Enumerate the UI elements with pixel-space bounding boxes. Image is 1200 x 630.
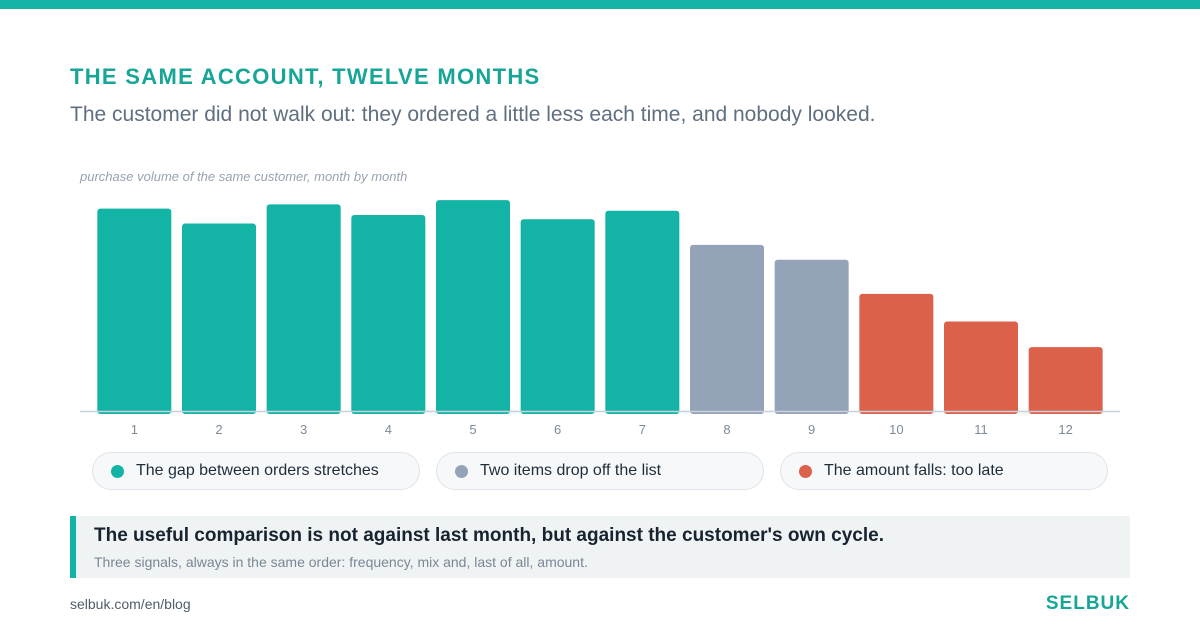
bar-month-4 bbox=[351, 215, 426, 414]
x-tick-label: 4 bbox=[385, 422, 392, 437]
callout-detail: Three signals, always in the same order:… bbox=[94, 554, 588, 570]
x-tick-label: 6 bbox=[554, 422, 561, 437]
x-tick-label: 9 bbox=[808, 422, 815, 437]
x-tick-label: 10 bbox=[889, 422, 903, 437]
legend-dot-frequency bbox=[111, 464, 124, 478]
bar-month-3 bbox=[266, 204, 341, 414]
footer-url[interactable]: selbuk.com/en/blog bbox=[70, 596, 191, 612]
x-tick-label: 1 bbox=[131, 422, 138, 437]
top-accent-bar bbox=[0, 0, 1200, 9]
bar-month-11 bbox=[944, 321, 1018, 414]
callout-headline: The useful comparison is not against las… bbox=[94, 525, 884, 546]
bar-month-12 bbox=[1028, 347, 1103, 414]
page-subtitle: The customer did not walk out: they orde… bbox=[70, 103, 876, 126]
legend-dot-amount bbox=[799, 464, 812, 478]
bar-month-2 bbox=[182, 223, 256, 414]
bar-month-7 bbox=[605, 210, 680, 414]
bar-month-9 bbox=[774, 259, 849, 414]
bar-month-8 bbox=[690, 244, 764, 414]
takeaway-callout: The useful comparison is not against las… bbox=[70, 516, 1130, 578]
bar-chart: 1 2 3 4 5 6 7 8 9 10 11 12 bbox=[80, 200, 1120, 437]
legend-label-frequency: The gap between orders stretches bbox=[136, 462, 379, 479]
x-tick-label: 12 bbox=[1058, 422, 1072, 437]
bar-month-6 bbox=[520, 219, 595, 414]
legend-item-amount: The amount falls: too late bbox=[780, 452, 1108, 490]
legend-item-mix: Two items drop off the list bbox=[436, 452, 764, 490]
page-title: THE SAME ACCOUNT, TWELVE MONTHS bbox=[70, 64, 541, 89]
x-tick-label: 5 bbox=[469, 422, 476, 437]
legend-dot-mix bbox=[455, 464, 468, 478]
legend-label-mix: Two items drop off the list bbox=[480, 462, 662, 479]
legend-label-amount: The amount falls: too late bbox=[824, 462, 1004, 479]
bar-month-1 bbox=[97, 208, 172, 414]
x-tick-label: 2 bbox=[215, 422, 222, 437]
x-tick-label: 7 bbox=[639, 422, 646, 437]
legend-item-frequency: The gap between orders stretches bbox=[92, 452, 420, 490]
brand-logo: SELBUK bbox=[1045, 593, 1130, 614]
bar-month-5 bbox=[436, 200, 510, 414]
x-tick-label: 11 bbox=[974, 422, 988, 437]
x-tick-label: 8 bbox=[723, 422, 730, 437]
x-tick-label: 3 bbox=[300, 422, 307, 437]
bar-month-10 bbox=[859, 293, 934, 414]
chart-caption: purchase volume of the same customer, mo… bbox=[80, 169, 408, 184]
